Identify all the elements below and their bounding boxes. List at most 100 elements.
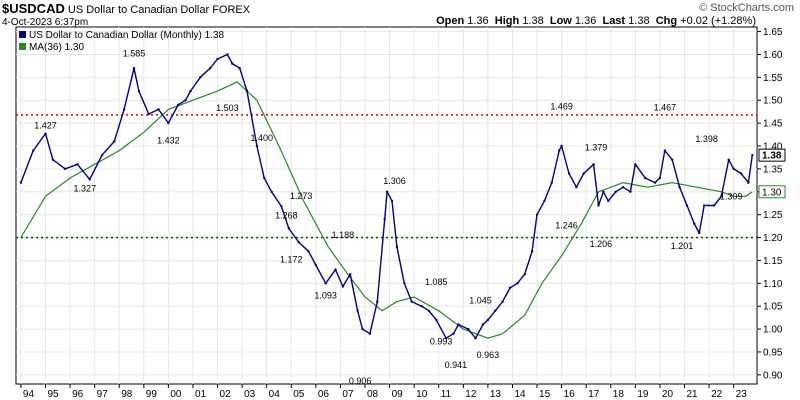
price-point	[122, 108, 126, 111]
price-point	[727, 158, 730, 161]
x-tick-label: 16	[564, 389, 576, 400]
price-point	[184, 99, 187, 102]
x-tick-label: 22	[711, 389, 723, 400]
price-point	[550, 181, 553, 184]
x-tick-label: 04	[269, 389, 281, 400]
peak-trough-label: 0.993	[430, 336, 453, 346]
price-point	[287, 227, 291, 230]
peak-trough-label: 1.467	[654, 102, 677, 112]
price-point	[543, 199, 546, 203]
y-tick-label: 1.35	[763, 164, 783, 175]
price-point	[32, 149, 35, 152]
price-point	[457, 323, 460, 326]
price-point	[376, 300, 379, 303]
peak-trough-label: 1.188	[332, 230, 355, 240]
price-point	[698, 231, 701, 235]
price-point	[575, 185, 578, 189]
x-tick-label: 11	[441, 389, 452, 400]
y-tick-label: 1.00	[763, 325, 783, 336]
price-point	[643, 176, 647, 180]
price-point	[481, 323, 485, 326]
last-value-tag	[758, 185, 786, 199]
ma36-line	[20, 81, 753, 339]
price-point	[177, 103, 180, 107]
price-point	[341, 285, 345, 288]
x-tick-label: 94	[23, 389, 35, 400]
price-point	[263, 176, 266, 180]
x-tick-label: 17	[588, 389, 600, 400]
x-tick-label: 00	[170, 389, 182, 400]
peak-trough-label: 1.093	[314, 291, 337, 301]
peak-trough-label: 1.206	[590, 239, 613, 249]
y-tick-label: 1.20	[763, 233, 783, 244]
x-tick-label: 23	[736, 389, 748, 400]
y-axis: 1.65 1.60 1.55 1.50 1.45 1.40 1.35 1.30 1.25 1.20…	[757, 27, 783, 381]
price-point	[403, 282, 406, 285]
price-point	[255, 144, 259, 148]
annotations: 1.427 1.327 1.585 1.432 1.503 1.400 1.273 1.268…	[34, 48, 742, 386]
price-point	[88, 178, 91, 181]
price-line	[20, 53, 753, 339]
price-point	[334, 268, 337, 271]
peak-trough-label: 0.906	[349, 376, 372, 386]
price-point	[19, 181, 23, 184]
price-point	[420, 304, 423, 308]
y-tick-label: 1.40	[763, 142, 783, 153]
x-tick-label: 10	[416, 389, 428, 400]
x-tick-label: 96	[72, 389, 84, 400]
price-point	[216, 57, 219, 61]
price-point	[751, 153, 754, 157]
price-point	[747, 181, 750, 184]
price-point	[663, 149, 667, 152]
y-tick-label: 1.55	[763, 73, 783, 84]
peak-trough-label: 1.085	[425, 277, 448, 287]
x-tick-label: 21	[686, 389, 698, 400]
peak-trough-label: 1.398	[695, 134, 718, 144]
peak-trough-label: 1.432	[157, 135, 180, 145]
price-point	[427, 309, 431, 312]
price-point	[634, 163, 637, 166]
price-point	[167, 121, 170, 125]
price-point	[693, 222, 696, 226]
price-point	[720, 195, 723, 198]
x-tick-label: 06	[318, 389, 330, 400]
x-tick-label: 01	[195, 389, 207, 400]
y-tick-label: 1.45	[763, 119, 783, 130]
price-point	[76, 163, 79, 166]
last-value-tags: 1.38 1.30	[758, 148, 786, 199]
x-tick-label: 20	[662, 389, 674, 400]
price-point	[629, 190, 632, 193]
last-value-tag	[758, 148, 786, 162]
price-point	[474, 337, 477, 340]
y-tick-label: 1.65	[763, 27, 783, 38]
price-point	[356, 309, 359, 312]
peak-trough-label: 1.172	[280, 254, 303, 264]
price-point	[132, 66, 136, 70]
price-point	[560, 144, 563, 148]
peak-trough-label: 1.246	[555, 220, 578, 230]
price-point	[324, 282, 327, 285]
price-point	[100, 153, 104, 157]
peak-trough-label: 1.273	[290, 191, 313, 201]
y-tick-label: 1.05	[763, 302, 783, 313]
price-point	[452, 332, 455, 335]
price-point	[602, 190, 605, 193]
peak-trough-label: 1.306	[383, 176, 406, 186]
price-point	[592, 163, 595, 166]
x-tick-label: 09	[392, 389, 404, 400]
price-point	[314, 263, 318, 267]
price-point	[189, 89, 192, 93]
price-point	[523, 272, 526, 276]
legend-ma-swatch	[19, 43, 26, 50]
legend-price-swatch	[19, 31, 26, 38]
exchange: FOREX	[212, 4, 251, 16]
y-tick-label: 0.95	[763, 347, 783, 358]
price-point	[157, 108, 160, 111]
price-point	[653, 181, 657, 184]
price-point	[226, 53, 229, 56]
peak-trough-label: 1.503	[216, 103, 239, 113]
peak-trough-label: 1.045	[469, 295, 492, 305]
price-point	[582, 172, 585, 175]
price-point	[467, 327, 470, 331]
price-point	[390, 199, 394, 203]
